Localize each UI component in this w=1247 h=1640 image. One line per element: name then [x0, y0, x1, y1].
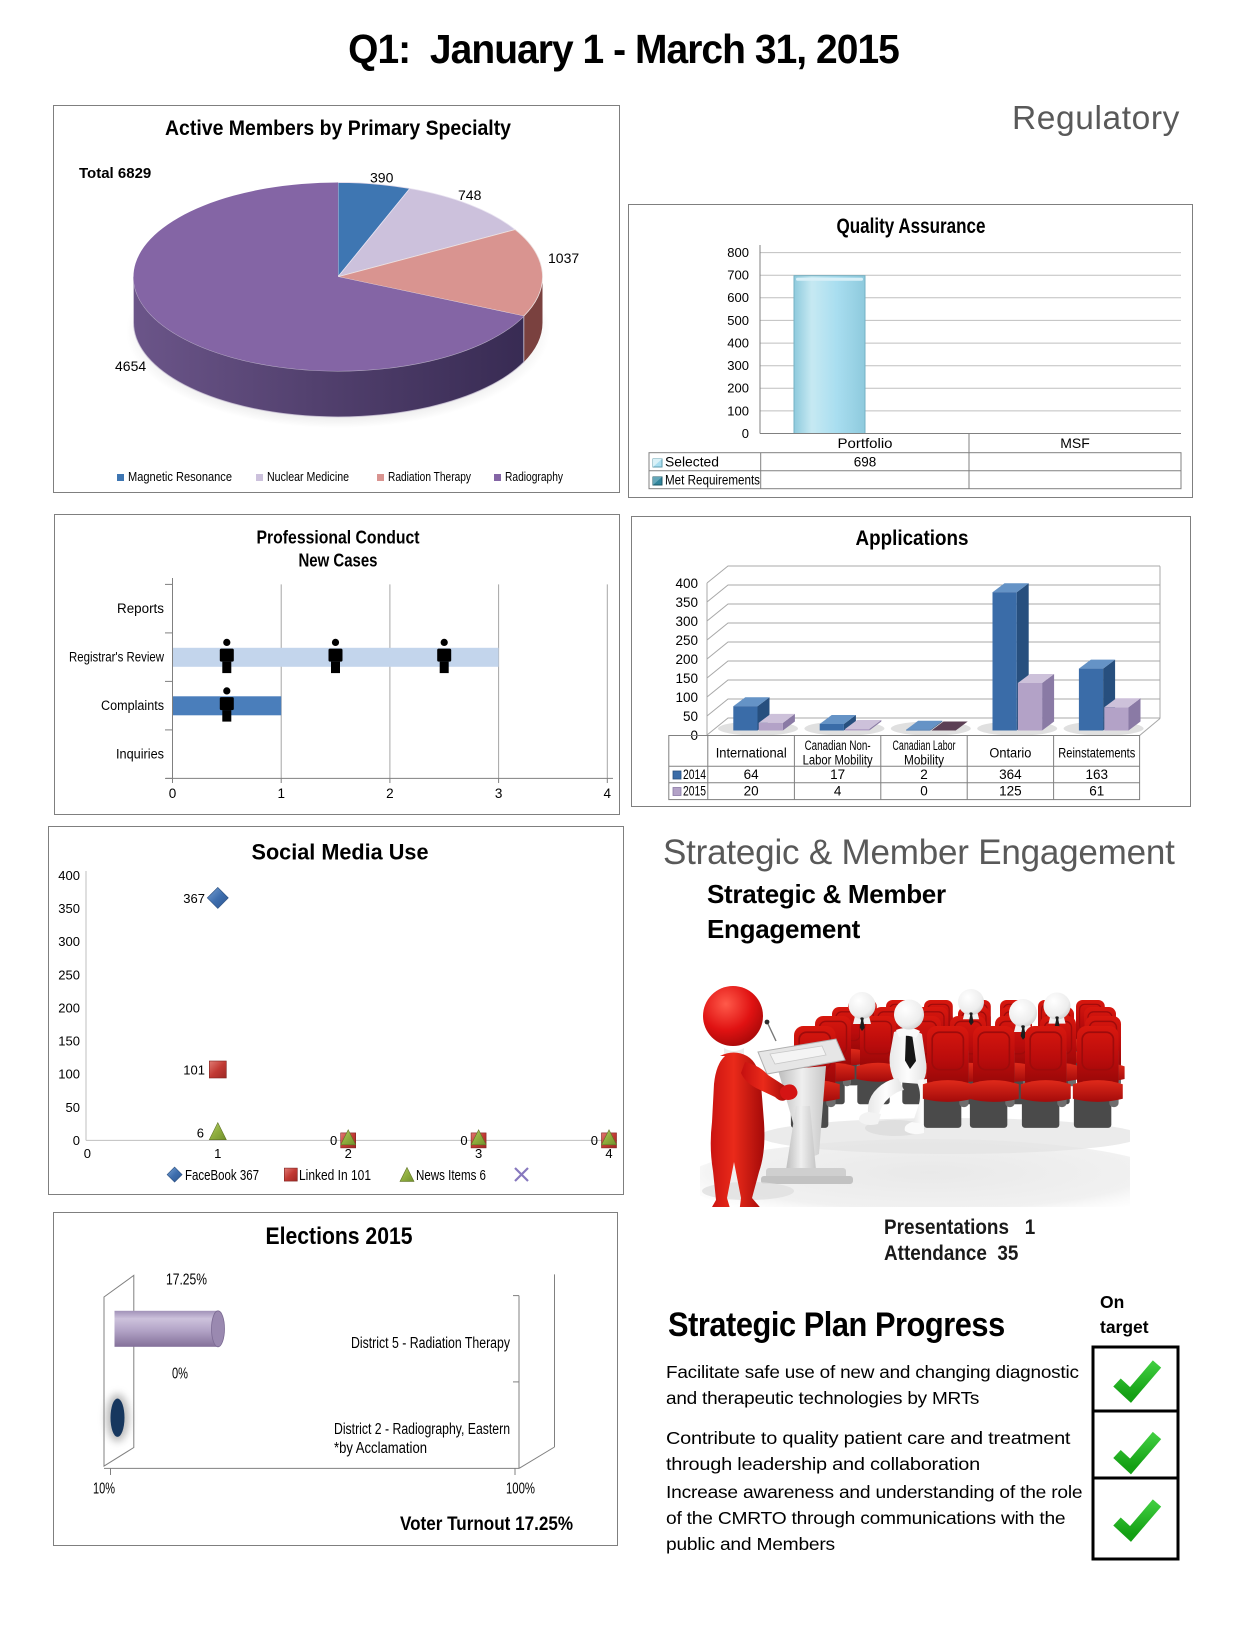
svg-text:300: 300: [727, 358, 749, 373]
svg-text:4654: 4654: [115, 358, 146, 374]
svg-text:2: 2: [920, 767, 928, 782]
svg-text:300: 300: [675, 614, 698, 629]
svg-text:350: 350: [58, 901, 80, 916]
svg-text:FaceBook 367: FaceBook 367: [185, 1168, 259, 1184]
svg-text:3: 3: [475, 1146, 482, 1161]
svg-text:64: 64: [744, 767, 760, 782]
svg-text:Elections 2015: Elections 2015: [266, 1223, 413, 1250]
svg-text:4: 4: [604, 786, 612, 801]
svg-text:0: 0: [742, 426, 749, 441]
svg-text:Linked In 101: Linked In 101: [299, 1168, 371, 1184]
svg-text:61: 61: [1089, 784, 1104, 799]
svg-text:MSF: MSF: [1060, 435, 1090, 451]
svg-text:Nuclear Medicine: Nuclear Medicine: [267, 469, 349, 484]
svg-text:390: 390: [370, 170, 394, 186]
svg-text:*by Acclamation: *by Acclamation: [334, 1440, 427, 1457]
svg-text:1: 1: [214, 1146, 221, 1161]
svg-text:50: 50: [683, 709, 698, 724]
svg-text:Applications: Applications: [856, 527, 969, 550]
svg-text:Voter Turnout 17.25%: Voter Turnout 17.25%: [400, 1513, 573, 1535]
svg-text:Labor Mobility: Labor Mobility: [803, 753, 873, 768]
svg-text:Mobility: Mobility: [904, 753, 944, 768]
svg-text:600: 600: [727, 290, 749, 305]
svg-text:District 5 - Radiation Therapy: District 5 - Radiation Therapy: [351, 1335, 510, 1352]
svg-text:Complaints: Complaints: [101, 698, 164, 713]
svg-text:100%: 100%: [506, 1481, 535, 1498]
svg-text:163: 163: [1086, 767, 1109, 782]
svg-text:400: 400: [58, 868, 80, 883]
svg-text:100: 100: [727, 403, 749, 418]
svg-text:200: 200: [727, 381, 749, 396]
svg-text:17: 17: [830, 767, 845, 782]
svg-text:0: 0: [591, 1133, 598, 1148]
svg-text:Registrar's Review: Registrar's Review: [69, 650, 164, 665]
svg-text:6: 6: [197, 1126, 204, 1141]
svg-text:0: 0: [84, 1146, 91, 1161]
svg-text:125: 125: [999, 784, 1022, 799]
svg-text:2: 2: [386, 786, 394, 801]
svg-text:Reinstatements: Reinstatements: [1058, 746, 1135, 761]
svg-text:Selected: Selected: [665, 455, 719, 470]
svg-text:4: 4: [834, 784, 842, 799]
svg-text:International: International: [716, 746, 787, 761]
svg-text:4: 4: [605, 1146, 612, 1161]
svg-text:500: 500: [727, 313, 749, 328]
svg-text:300: 300: [58, 934, 80, 949]
svg-text:0: 0: [330, 1133, 337, 1148]
svg-text:2015: 2015: [683, 784, 706, 799]
svg-text:2014: 2014: [683, 767, 706, 782]
svg-text:Reports: Reports: [117, 601, 164, 616]
svg-text:0: 0: [920, 784, 928, 799]
svg-text:3: 3: [495, 786, 503, 801]
svg-text:150: 150: [675, 671, 698, 686]
svg-text:Radiography: Radiography: [505, 469, 563, 484]
svg-text:200: 200: [675, 652, 698, 667]
svg-text:Inquiries: Inquiries: [116, 747, 164, 762]
svg-text:100: 100: [58, 1067, 80, 1082]
svg-text:News Items 6: News Items 6: [416, 1168, 486, 1184]
svg-text:Active Members by Primary Spec: Active Members by Primary Specialty: [165, 117, 511, 140]
svg-text:700: 700: [727, 268, 749, 283]
svg-text:250: 250: [675, 633, 698, 648]
svg-text:Portfolio: Portfolio: [838, 435, 893, 451]
svg-text:1037: 1037: [548, 250, 579, 266]
svg-text:250: 250: [58, 967, 80, 982]
svg-text:400: 400: [675, 576, 698, 591]
svg-text:0: 0: [169, 786, 177, 801]
svg-text:Met Requirements: Met Requirements: [665, 473, 760, 488]
svg-text:150: 150: [58, 1034, 80, 1049]
svg-text:Quality Assurance: Quality Assurance: [837, 215, 986, 238]
svg-text:698: 698: [854, 455, 877, 470]
svg-text:50: 50: [66, 1100, 80, 1115]
svg-text:20: 20: [744, 784, 759, 799]
svg-text:364: 364: [999, 767, 1022, 782]
svg-text:400: 400: [727, 336, 749, 351]
svg-text:17.25%: 17.25%: [166, 1272, 207, 1289]
svg-text:Radiation Therapy: Radiation Therapy: [388, 469, 471, 484]
svg-text:200: 200: [58, 1000, 80, 1015]
svg-text:350: 350: [675, 595, 698, 610]
svg-text:0: 0: [73, 1133, 80, 1148]
svg-text:2: 2: [345, 1146, 352, 1161]
svg-text:New Cases: New Cases: [299, 551, 378, 571]
svg-text:Magnetic Resonance: Magnetic Resonance: [128, 469, 232, 484]
svg-text:Ontario: Ontario: [989, 746, 1031, 761]
svg-text:800: 800: [727, 245, 749, 260]
svg-text:District 2 - Radiography, East: District 2 - Radiography, Eastern: [334, 1421, 510, 1438]
svg-text:0%: 0%: [172, 1366, 188, 1383]
svg-text:0: 0: [460, 1133, 467, 1148]
svg-text:Social Media Use: Social Media Use: [252, 840, 429, 865]
svg-text:Total 6829: Total 6829: [79, 165, 151, 182]
svg-text:Canadian Non-: Canadian Non-: [805, 738, 871, 753]
svg-text:1: 1: [277, 786, 285, 801]
svg-text:367: 367: [183, 891, 205, 906]
svg-text:10%: 10%: [93, 1481, 115, 1498]
svg-text:Professional Conduct: Professional Conduct: [257, 528, 420, 548]
svg-text:101: 101: [183, 1063, 205, 1078]
svg-text:748: 748: [458, 187, 482, 203]
svg-text:Canadian Labor: Canadian Labor: [893, 738, 956, 753]
svg-text:100: 100: [675, 690, 698, 705]
